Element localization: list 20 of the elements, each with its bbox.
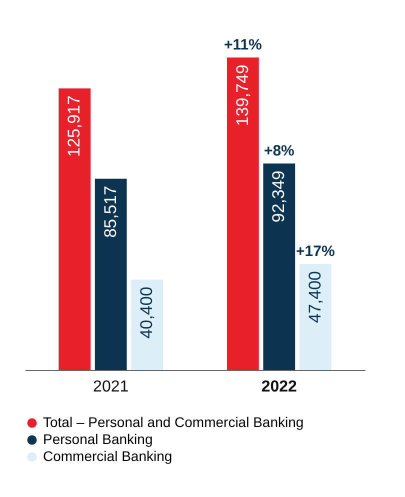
x-tick-label: 2021 xyxy=(93,378,129,396)
annotation: +17% xyxy=(296,243,335,260)
bar xyxy=(131,280,164,370)
text: +11% xyxy=(224,36,262,54)
legend-label: Total – Personal and Commercial Banking xyxy=(43,414,304,430)
legend-label: Commercial Banking xyxy=(43,448,172,464)
data-label: 40,400 xyxy=(137,286,156,339)
bar xyxy=(299,264,332,370)
data-label: 85,517 xyxy=(100,186,120,238)
bar xyxy=(58,88,91,370)
data-label: 125,917 xyxy=(64,95,84,157)
data-label: 47,400 xyxy=(305,271,324,324)
legend-label: Personal Banking xyxy=(43,431,153,447)
bar xyxy=(263,163,296,370)
x-tick-label: 2022 xyxy=(261,378,298,396)
data-label: 139,749 xyxy=(232,64,252,126)
annotation: +8% xyxy=(264,142,294,160)
bar xyxy=(226,58,259,370)
data-label: 92,349 xyxy=(269,170,288,222)
bar xyxy=(94,178,127,370)
